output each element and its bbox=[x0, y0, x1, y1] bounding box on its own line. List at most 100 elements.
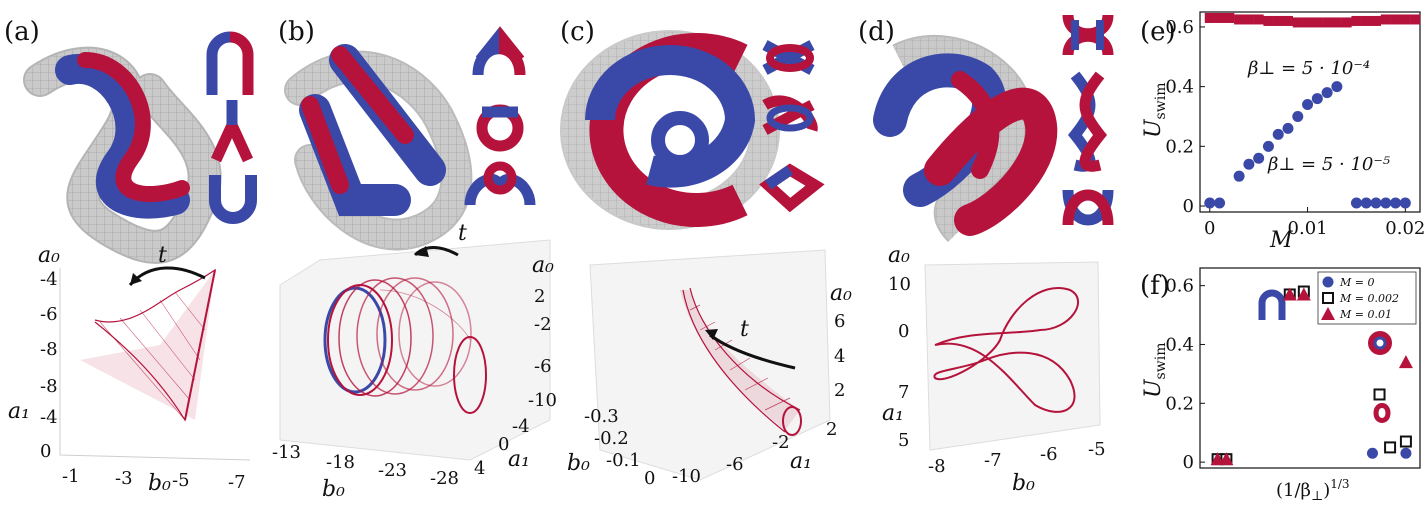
chart-e-point bbox=[1341, 17, 1352, 28]
chart-f-point bbox=[1373, 388, 1386, 401]
chart-e-point bbox=[1302, 17, 1313, 28]
panel-b-a0-tick: -10 bbox=[528, 390, 557, 411]
chart-e-point bbox=[1292, 17, 1303, 28]
panel-d-b0-tick: -5 bbox=[1088, 439, 1106, 460]
panel-a-a0-tick: -8 bbox=[40, 339, 58, 360]
chart-e: (e) Uswim M β⊥ = 5 · 10⁻⁴ β⊥ = 5 · 10⁻⁵ … bbox=[1140, 11, 1425, 253]
panel-a-a1-tick: -8 bbox=[40, 376, 58, 397]
panel-a-b0-label: b₀ bbox=[148, 471, 171, 496]
panel-b-swimmer bbox=[299, 44, 446, 216]
panel-d-a0-tick: 10 bbox=[888, 274, 911, 295]
chart-e-point bbox=[1410, 14, 1421, 25]
chart-f-label: (f) bbox=[1140, 271, 1170, 301]
chart-e-point bbox=[1351, 15, 1362, 26]
panel-a-label: (a) bbox=[4, 17, 40, 47]
panel-b-label: (b) bbox=[278, 17, 315, 47]
chart-e-point bbox=[1253, 14, 1264, 25]
chart-e-point bbox=[1273, 15, 1284, 26]
chart-e-point bbox=[1302, 99, 1314, 111]
chart-f-point bbox=[1400, 447, 1412, 459]
panel-c-b0-tick: -0.3 bbox=[584, 406, 619, 427]
chart-e-point bbox=[1234, 14, 1245, 25]
chart-e-point bbox=[1204, 197, 1216, 209]
panel-c-time-arrow bbox=[709, 333, 796, 370]
chart-e-point bbox=[1331, 17, 1342, 28]
panel-a-a1-label: a₁ bbox=[8, 399, 30, 424]
chart-e-point bbox=[1371, 15, 1381, 26]
chart-e-point bbox=[1282, 122, 1294, 134]
chart-e-point bbox=[1322, 17, 1333, 28]
chart-f-point bbox=[1366, 447, 1378, 459]
chart-f-legend-marker bbox=[1322, 292, 1334, 304]
chart-e-label: (e) bbox=[1140, 17, 1176, 47]
panel-b-a1-label: a₁ bbox=[508, 447, 530, 472]
chart-e-point bbox=[1331, 81, 1343, 93]
chart-e-xlabel: M bbox=[1269, 228, 1293, 253]
chart-f-frame bbox=[1199, 267, 1421, 469]
panel-d-a1-tick: 7 bbox=[898, 382, 909, 403]
chart-e-point bbox=[1263, 15, 1274, 26]
chart-e-point bbox=[1390, 14, 1401, 25]
chart-e-annotation-low: β⊥ = 5 · 10⁻⁵ bbox=[1267, 154, 1390, 175]
panel-b-b0-tick: -23 bbox=[378, 460, 407, 481]
panel-a: (a) t a₀ -4 -6 -8 -8 bbox=[4, 17, 257, 496]
chart-f-legend-label: M = 0.01 bbox=[1339, 308, 1392, 321]
panel-b-b0-tick: -18 bbox=[326, 452, 355, 473]
panel-a-b0-tick: -3 bbox=[115, 468, 133, 489]
panel-c-a0-tick: 4 bbox=[834, 346, 845, 367]
panel-c-a0-tick: 6 bbox=[834, 311, 845, 332]
panel-d-b0-tick: -8 bbox=[928, 456, 946, 477]
panel-b-shape-sequence bbox=[464, 26, 536, 206]
panel-c-a0-tick: 2 bbox=[834, 380, 845, 401]
chart-e-point bbox=[1272, 128, 1284, 140]
chart-f: (f) Uswim (1/β⊥)1/3 00.20.40.6 M = 0M = 0… bbox=[1140, 267, 1421, 504]
chart-e-point bbox=[1312, 17, 1323, 28]
chart-e-point bbox=[1283, 15, 1293, 26]
panel-c-a1-tick: -10 bbox=[672, 466, 701, 487]
panel-a-swimmer bbox=[55, 52, 190, 219]
chart-e-point bbox=[1224, 12, 1235, 23]
chart-e-ytick-label: 0.2 bbox=[1165, 136, 1194, 157]
chart-e-point bbox=[1399, 197, 1411, 209]
panel-c-time-label: t bbox=[740, 317, 749, 342]
chart-f-point bbox=[1296, 287, 1311, 301]
chart-e-point bbox=[1400, 14, 1411, 25]
panel-a-b0-tick: -5 bbox=[172, 470, 190, 491]
chart-f-legend bbox=[1317, 271, 1417, 325]
panel-a-a1-tick: 0 bbox=[40, 441, 51, 462]
panel-d-label: (d) bbox=[858, 17, 895, 47]
chart-e-ylabel: Uswim bbox=[1141, 83, 1169, 138]
panel-c-swimmer bbox=[585, 33, 756, 227]
chart-e-point bbox=[1214, 197, 1226, 209]
panel-b-a0-label: a₀ bbox=[532, 253, 554, 278]
panel-b-a0-tick: 2 bbox=[534, 286, 545, 307]
chart-f-ytick-label: 0.6 bbox=[1165, 276, 1194, 297]
panel-a-a0-label: a₀ bbox=[38, 243, 60, 268]
chart-e-frame bbox=[1199, 11, 1421, 213]
chart-e-point bbox=[1253, 152, 1265, 164]
chart-e-point bbox=[1370, 197, 1382, 209]
panel-c-b0-tick: 0 bbox=[644, 468, 655, 489]
chart-e-point bbox=[1204, 12, 1215, 23]
chart-e-ytick-label: 0.4 bbox=[1165, 77, 1194, 98]
panel-b-b0-label: b₀ bbox=[322, 477, 345, 502]
panel-c-a1-label: a₁ bbox=[790, 449, 812, 474]
chart-e-point bbox=[1233, 170, 1245, 182]
chart-f-point bbox=[1210, 452, 1225, 466]
panel-a-a1-tick: -4 bbox=[40, 407, 58, 428]
panel-c-label: (c) bbox=[560, 17, 595, 47]
chart-e-point bbox=[1321, 87, 1333, 99]
panel-c-b0-label: b₀ bbox=[567, 451, 590, 476]
chart-e-annotation-high: β⊥ = 5 · 10⁻⁴ bbox=[1247, 58, 1370, 79]
panel-b-b0-tick: -28 bbox=[430, 468, 459, 489]
panel-a-a0-tick: -4 bbox=[40, 269, 58, 290]
chart-f-legend-marker bbox=[1322, 276, 1334, 288]
chart-e-point bbox=[1243, 14, 1254, 25]
panel-a-b0-tick: -1 bbox=[62, 466, 80, 487]
chart-f-ytick-label: 0 bbox=[1183, 452, 1194, 473]
chart-e-point bbox=[1262, 140, 1274, 152]
chart-e-ytick-label: 0.6 bbox=[1165, 17, 1194, 38]
chart-e-xtick-label: 0 bbox=[1204, 218, 1215, 239]
panel-c-trajectory-plot: t a₀ 6 4 2 2 -2 a₁ -6 -10 -0.3 -0.2 -0.1… bbox=[567, 249, 852, 489]
panel-d-a0-label: a₀ bbox=[888, 243, 910, 268]
